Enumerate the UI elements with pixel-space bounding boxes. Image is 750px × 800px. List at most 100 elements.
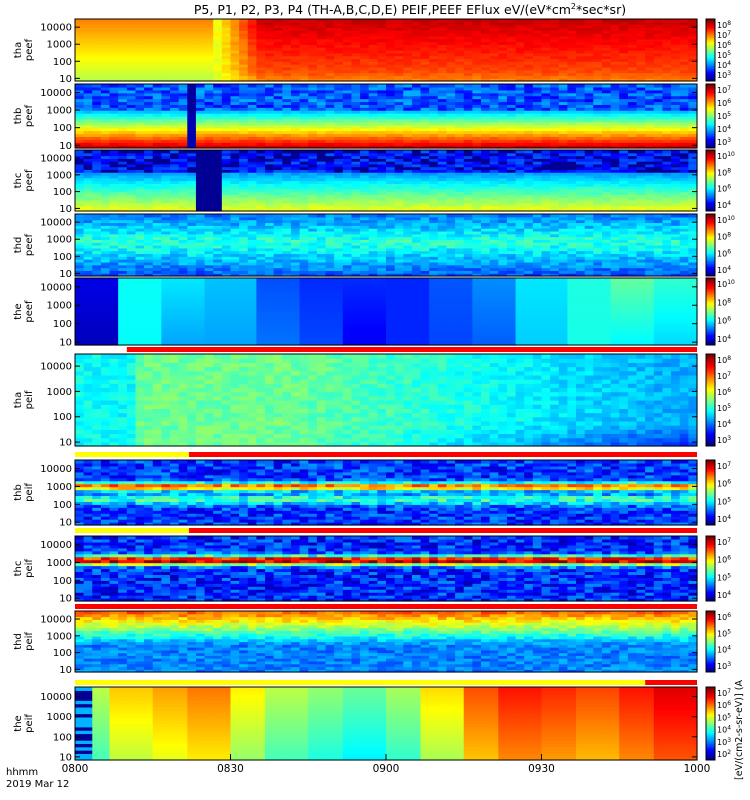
heatmap-cell [178,166,188,171]
heatmap-cell [247,33,258,37]
heatmap-cell [377,174,387,179]
heatmap-cell [247,38,258,43]
heatmap-cell [688,177,698,182]
heatmap-cell [273,180,283,184]
heatmap-cell [584,197,594,201]
heatmap-cell [420,180,430,184]
heatmap-cell [299,161,309,165]
heatmap-cell [290,152,301,157]
heatmap-cell [273,113,283,117]
heatmap-cell [472,33,482,37]
heatmap-cell [161,155,171,159]
heatmap-cell [221,41,232,45]
heatmap-cell [411,130,422,135]
heatmap-cell [619,58,629,62]
heatmap-cell [619,199,629,204]
heatmap-cell [558,84,569,88]
heatmap-cell [282,205,292,209]
heatmap-cell [265,177,275,182]
heatmap-cell [532,202,543,207]
heatmap-cell [265,107,275,111]
heatmap-cell [360,197,370,201]
heatmap-cell [83,259,93,263]
heatmap-cell [135,118,145,123]
heatmap-cell [463,145,473,149]
heatmap-cell [394,47,404,51]
heatmap-cell [576,166,586,171]
heatmap-cell [524,92,534,97]
heatmap-cell [619,27,629,31]
colorbar-step [706,162,715,165]
heatmap-cell [144,183,154,187]
heatmap-cell [342,150,353,154]
heatmap-cell [290,199,301,204]
heatmap-cell [334,163,344,168]
heatmap-cell [368,98,378,103]
heatmap-cell [308,107,318,111]
heatmap-cell [178,19,188,23]
heatmap-cell [481,27,491,31]
heatmap-cell [144,110,154,114]
heatmap-cell [144,78,154,82]
heatmap-cell [584,127,594,132]
heatmap-cell [446,104,456,108]
heatmap-cell [429,58,439,62]
heatmap-cell [636,75,646,79]
heatmap-cell [221,127,232,132]
heatmap-cell [515,107,525,111]
heatmap-cell [109,169,119,173]
heatmap-cell [221,95,232,100]
heatmap-cell [550,44,560,48]
heatmap-cell [472,139,482,143]
heatmap-cell [489,92,499,97]
heatmap-cell [429,35,439,40]
heatmap-cell [636,136,646,140]
heatmap-cell [187,101,197,105]
heatmap-cell [610,19,620,23]
heatmap-cell [360,208,370,212]
heatmap-cell [100,145,111,149]
heatmap-cell [610,52,620,57]
heatmap-cell [368,44,378,48]
heatmap-cell [437,133,448,137]
heatmap-cell [282,92,292,97]
heatmap-cell [498,177,508,182]
heatmap-cell [653,142,664,146]
heatmap-cell [334,86,344,91]
heatmap-cell [576,188,586,193]
heatmap-cell [92,259,102,263]
colorbar-step [706,146,715,149]
heatmap-cell [411,61,422,65]
heatmap-cell [671,52,681,57]
heatmap-cell [558,61,569,65]
heatmap-cell [178,197,188,201]
heatmap-cell [481,44,491,48]
heatmap-cell [532,84,543,88]
heatmap-cell [429,161,439,165]
heatmap-cell [429,86,439,91]
heatmap-cell [601,107,612,111]
heatmap-cell [411,101,422,105]
heatmap-cell [126,158,137,162]
heatmap-cell [403,95,413,100]
colorbar-step [706,59,715,62]
heatmap-cell [126,58,137,62]
heatmap-cell [584,172,594,176]
heatmap-cell [593,161,603,165]
heatmap-cell [273,161,283,165]
heatmap-cell [239,208,249,212]
heatmap-cell [126,69,137,74]
heatmap-cell [481,180,491,184]
heatmap-cell [178,180,188,184]
heatmap-cell [187,133,197,137]
heatmap-cell [455,69,465,74]
heatmap-cell [195,118,206,123]
heatmap-cell [351,61,361,65]
heatmap-cell [256,197,266,201]
heatmap-cell [601,41,612,45]
heatmap-cell [92,139,102,143]
heatmap-cell [368,166,378,171]
heatmap-cell [299,169,309,173]
colorbar-step [706,90,715,93]
heatmap-cell [316,50,327,54]
